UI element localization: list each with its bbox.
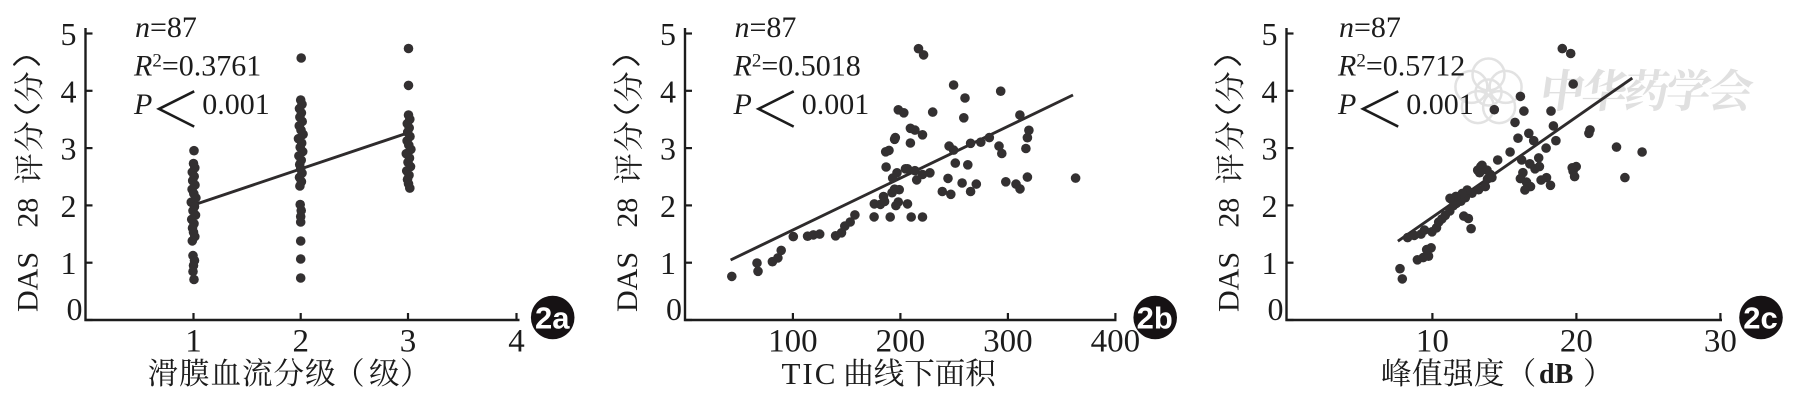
svg-text:5: 5: [660, 16, 676, 52]
svg-text:0: 0: [666, 291, 682, 327]
svg-text:1: 1: [185, 324, 202, 360]
svg-text:P: P: [1337, 88, 1356, 121]
svg-text:3: 3: [400, 324, 417, 360]
svg-text:28: 28: [1213, 198, 1246, 228]
svg-text:1: 1: [1262, 245, 1278, 281]
svg-text:0.001: 0.001: [1406, 88, 1474, 121]
svg-text:10: 10: [1416, 324, 1449, 360]
svg-text:DAS: DAS: [1213, 252, 1246, 312]
svg-text:0: 0: [67, 291, 83, 327]
svg-text:2a: 2a: [535, 301, 570, 336]
svg-text:3: 3: [660, 131, 676, 167]
svg-text:28: 28: [12, 198, 45, 228]
svg-text:300: 300: [983, 324, 1033, 360]
svg-text:0.001: 0.001: [802, 88, 870, 121]
svg-text:200: 200: [876, 324, 926, 360]
svg-text:5: 5: [1262, 16, 1278, 52]
svg-text:n=87: n=87: [1339, 11, 1401, 44]
svg-text:P: P: [133, 88, 152, 121]
svg-text:R2=0.5712: R2=0.5712: [1337, 50, 1465, 83]
svg-text:2: 2: [660, 188, 676, 224]
svg-text:n=87: n=87: [135, 11, 197, 44]
svg-text:28: 28: [611, 198, 644, 228]
svg-text:n=87: n=87: [735, 11, 797, 44]
svg-text:2: 2: [1262, 188, 1278, 224]
svg-text:4: 4: [1262, 73, 1278, 109]
svg-text:4: 4: [660, 73, 676, 109]
svg-text:4: 4: [508, 324, 525, 360]
svg-text:2: 2: [292, 324, 309, 360]
svg-text:2c: 2c: [1743, 301, 1777, 336]
svg-text:2: 2: [61, 188, 77, 224]
svg-text:P: P: [733, 88, 752, 121]
svg-text:2b: 2b: [1137, 301, 1173, 336]
svg-text:400: 400: [1091, 324, 1141, 360]
svg-text:0: 0: [1268, 291, 1284, 327]
svg-text:0.001: 0.001: [202, 88, 270, 121]
svg-text:TIC: TIC: [782, 356, 838, 391]
svg-text:1: 1: [61, 245, 77, 281]
svg-text:100: 100: [768, 324, 818, 360]
svg-text:3: 3: [61, 131, 77, 167]
svg-text:4: 4: [61, 73, 77, 109]
svg-text:3: 3: [1262, 131, 1278, 167]
svg-text:DAS: DAS: [12, 252, 45, 312]
svg-text:dB: dB: [1539, 359, 1573, 390]
svg-text:R2=0.5018: R2=0.5018: [733, 50, 861, 83]
svg-text:1: 1: [660, 245, 676, 281]
svg-text:30: 30: [1704, 324, 1737, 360]
svg-text:DAS: DAS: [611, 252, 644, 312]
svg-text:R2=0.3761: R2=0.3761: [133, 50, 261, 83]
svg-text:5: 5: [61, 16, 77, 52]
svg-text:20: 20: [1560, 324, 1593, 360]
